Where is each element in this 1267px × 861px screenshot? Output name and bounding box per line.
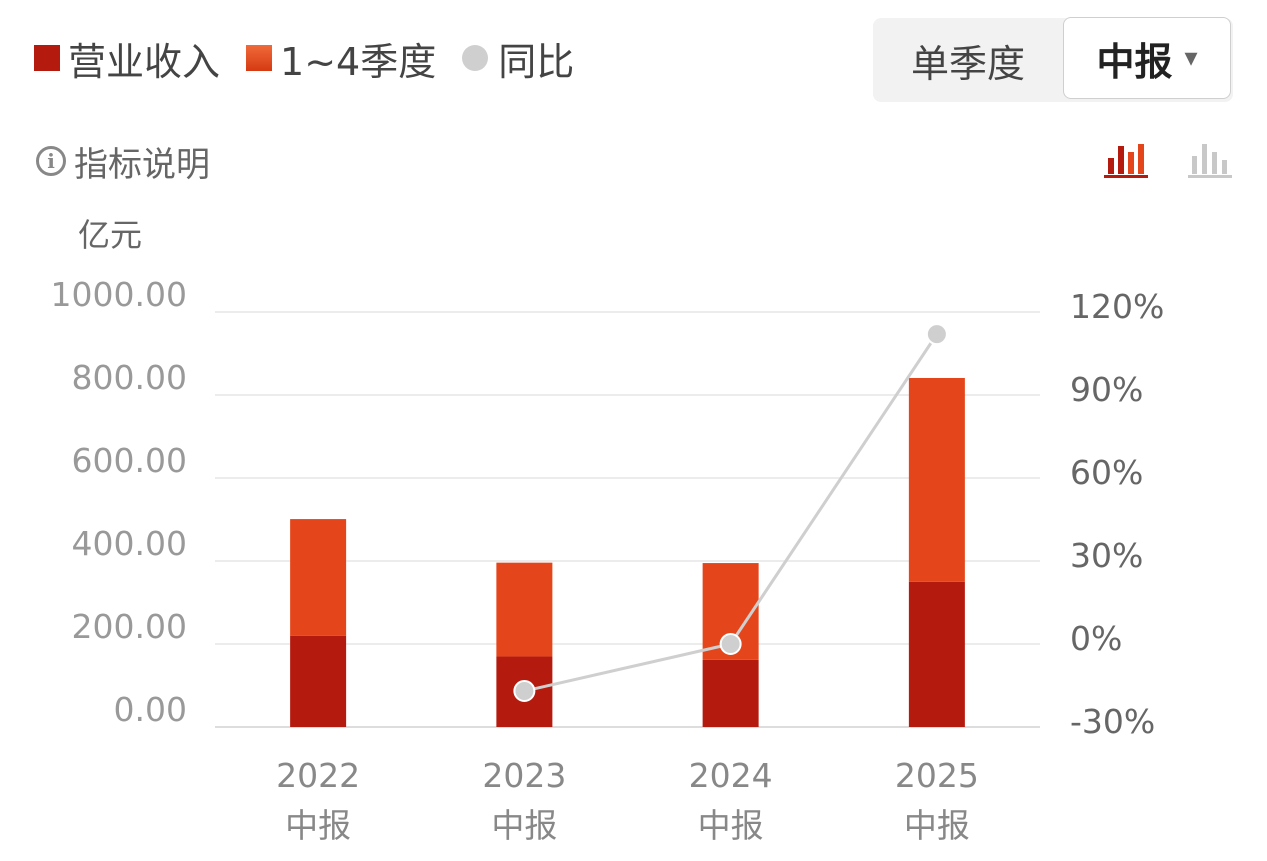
legend-item-revenue: 营业收入 (34, 31, 220, 86)
y-tick-label-left: 200.00 (72, 607, 187, 646)
period-toggle: 单季度 中报 ▾ (873, 17, 1233, 102)
legend-swatch-revenue (34, 45, 60, 71)
y-tick-label-left: 600.00 (72, 441, 187, 480)
bar-segment-bottom (290, 635, 347, 727)
single-quarter-label: 单季度 (910, 41, 1025, 86)
legend-label-yoy: 同比 (498, 39, 575, 84)
y-tick-label-right: 0% (1070, 619, 1122, 658)
indicator-info-link[interactable]: i 指标说明 (36, 136, 210, 186)
chevron-down-icon: ▾ (1184, 43, 1198, 73)
x-tick-label-year: 2023 (482, 756, 566, 795)
x-tick-label-period: 中报 (904, 806, 970, 845)
y-tick-label-right: 30% (1070, 536, 1143, 575)
legend-item-yoy: 同比 (462, 31, 574, 86)
report-period-dropdown[interactable]: 中报 ▾ (1063, 17, 1231, 99)
legend-label-q1-4: 1~4季度 (280, 39, 437, 84)
x-tick-label-year: 2024 (689, 756, 773, 795)
yoy-point (513, 680, 536, 703)
x-tick-label-period: 中报 (285, 806, 351, 845)
legend-label-revenue: 营业收入 (68, 39, 221, 84)
y-tick-label-left: 400.00 (72, 524, 187, 563)
legend-dot-yoy (462, 45, 489, 71)
y-tick-label-right: 60% (1070, 453, 1143, 492)
legend: 营业收入 1~4季度 同比 (34, 30, 600, 86)
info-icon: i (36, 146, 66, 176)
y-tick-label-left: 0.00 (114, 690, 187, 729)
x-tick-label-period: 中报 (491, 806, 557, 845)
bar-chart-stacked-icon[interactable] (1104, 140, 1148, 180)
bar-chart-icon[interactable] (1188, 140, 1232, 180)
report-period-label: 中报 (1096, 39, 1173, 84)
bar-segment-bottom (702, 659, 759, 727)
bar-segment-bottom (908, 581, 965, 727)
legend-item-q1-4: 1~4季度 (246, 31, 436, 86)
y-tick-label-right: 120% (1070, 287, 1164, 326)
bar-segment-top (496, 562, 553, 657)
single-quarter-option[interactable]: 单季度 (873, 18, 1063, 102)
y-tick-label-right: 90% (1070, 370, 1143, 409)
y-tick-label-left: 1000.00 (51, 275, 187, 314)
x-tick-label-year: 2025 (895, 756, 979, 795)
bar-segment-top (290, 519, 347, 636)
y-tick-label-left: 800.00 (72, 358, 187, 397)
x-tick-label-period: 中报 (698, 806, 764, 845)
legend-swatch-q1-4 (246, 45, 273, 71)
yoy-point (925, 323, 948, 346)
y-axis-unit: 亿元 (78, 216, 143, 254)
y-tick-label-right: -30% (1070, 702, 1155, 741)
bar-segment-top (908, 377, 965, 582)
indicator-info-label: 指标说明 (74, 144, 210, 185)
yoy-point (719, 633, 742, 655)
x-tick-label-year: 2022 (276, 756, 360, 795)
